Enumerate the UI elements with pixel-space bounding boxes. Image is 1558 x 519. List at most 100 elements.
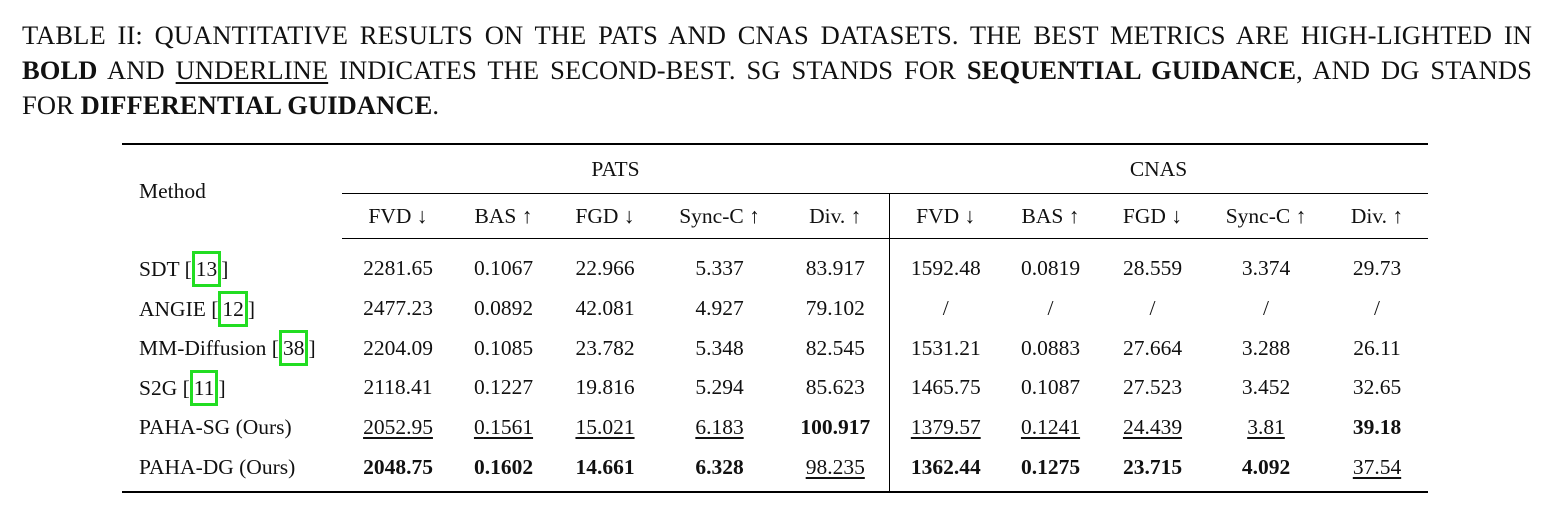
- metric-header: Sync-C ↑: [1206, 193, 1326, 239]
- method-cell: SDT [13]: [122, 239, 342, 289]
- value-cell: 100.917: [782, 407, 890, 448]
- metric-value: 42.081: [575, 296, 635, 321]
- method-cell: S2G [11]: [122, 368, 342, 408]
- metric-value: 0.0883: [1020, 335, 1081, 360]
- value-cell: 39.18: [1326, 408, 1428, 448]
- citation-link[interactable]: 38: [278, 330, 309, 367]
- value-cell: /: [1099, 289, 1206, 329]
- value-cell: /: [889, 289, 1002, 329]
- table-row: S2G [11] 2118.41 0.1227 19.816 5.294 85.623 14…: [122, 368, 1428, 408]
- metric-value: 5.337: [695, 256, 744, 281]
- value-cell: 98.235: [782, 447, 890, 494]
- value-cell: 0.0883: [1002, 328, 1099, 368]
- value-cell: 27.523: [1099, 368, 1206, 408]
- value-cell: 14.661: [553, 447, 657, 494]
- metric-value: /: [1149, 296, 1156, 321]
- metric-value: /: [1374, 296, 1380, 321]
- metric-value: 14.661: [575, 454, 635, 479]
- metric-value: 4.927: [695, 296, 744, 321]
- value-cell: 0.1085: [454, 328, 553, 368]
- metric-value: 1362.44: [910, 454, 981, 479]
- table-row: PAHA-SG (Ours) 2052.95 0.1561 15.021 6.183 10…: [122, 407, 1428, 448]
- metric-value: 27.664: [1122, 335, 1183, 360]
- metric-header: FGD ↓: [553, 193, 657, 239]
- metric-value: 23.715: [1122, 454, 1183, 479]
- metric-value: 37.54: [1352, 454, 1402, 479]
- value-cell: /: [1002, 289, 1099, 329]
- method-header: Method: [122, 143, 342, 239]
- method-name: PAHA-DG (Ours): [139, 454, 296, 479]
- metric-value: 100.917: [800, 415, 871, 440]
- metric-value: 32.65: [1352, 375, 1402, 400]
- metric-value: 28.559: [1122, 256, 1183, 281]
- metric-value: 5.294: [695, 375, 744, 400]
- method-name: S2G [: [139, 375, 190, 400]
- value-cell: 2477.23: [342, 289, 454, 329]
- method-cell: PAHA-DG (Ours): [122, 447, 342, 494]
- group-header-cnas: CNAS: [889, 143, 1428, 194]
- value-cell: 42.081: [553, 289, 657, 329]
- metric-header: FVD ↓: [342, 193, 454, 239]
- metric-value: 23.782: [575, 335, 635, 360]
- caption-text: AND: [97, 55, 176, 85]
- citation-link[interactable]: 12: [218, 290, 248, 327]
- caption-bold-word: BOLD: [22, 55, 98, 85]
- value-cell: 82.545: [782, 328, 890, 369]
- value-cell: 24.439: [1099, 408, 1206, 448]
- metric-value: 2118.41: [363, 375, 433, 400]
- value-cell: 27.664: [1099, 328, 1206, 368]
- table-caption: TABLE II: QUANTITATIVE RESULTS ON THE PA…: [22, 18, 1532, 123]
- value-cell: 0.1087: [1002, 368, 1099, 408]
- metric-value: 2281.65: [363, 256, 433, 281]
- value-cell: 0.0892: [454, 289, 553, 329]
- method-cell: PAHA-SG (Ours): [122, 408, 342, 448]
- value-cell: 23.782: [553, 328, 657, 368]
- value-cell: 5.294: [657, 368, 782, 408]
- table-row: SDT [13] 2281.65 0.1067 22.966 5.337 83.917 15…: [122, 238, 1428, 289]
- metric-value: 0.1561: [473, 415, 534, 440]
- value-cell: 3.374: [1206, 239, 1326, 289]
- metric-value: 6.328: [695, 454, 744, 479]
- value-cell: 6.328: [657, 447, 782, 494]
- caption-text: TABLE II: QUANTITATIVE RESULTS ON THE PA…: [22, 20, 1532, 50]
- metric-header: Div. ↑: [782, 193, 890, 239]
- metric-value: 22.966: [575, 256, 635, 281]
- table-row: PAHA-DG (Ours) 2048.75 0.1602 14.661 6.328 98…: [122, 447, 1428, 494]
- metric-value: 0.1067: [473, 256, 534, 281]
- metric-header: Sync-C ↑: [657, 193, 782, 239]
- metric-value: 0.1275: [1020, 454, 1081, 479]
- metric-value: 2048.75: [363, 454, 433, 479]
- value-cell: 2052.95: [342, 408, 454, 448]
- citation-bracket: ]: [221, 256, 229, 281]
- metric-value: 2204.09: [363, 335, 433, 360]
- value-cell: 1362.44: [889, 447, 1002, 494]
- metric-value: 3.288: [1241, 335, 1291, 360]
- metric-value: 26.11: [1353, 335, 1401, 360]
- metric-value: 0.1241: [1020, 415, 1081, 440]
- value-cell: 19.816: [553, 368, 657, 408]
- metric-value: 6.183: [695, 415, 744, 440]
- citation-link[interactable]: 11: [189, 369, 219, 406]
- metric-header: BAS ↑: [1002, 193, 1099, 239]
- metric-value: 0.1602: [473, 454, 534, 479]
- metric-value: 39.18: [1352, 415, 1402, 440]
- method-name: ANGIE [: [139, 296, 219, 321]
- metric-value: /: [942, 296, 949, 321]
- metric-header: FGD ↓: [1099, 193, 1206, 239]
- citation-link[interactable]: 13: [191, 250, 222, 287]
- metric-value: 1379.57: [910, 415, 981, 440]
- metric-value: 5.348: [695, 335, 744, 360]
- metric-value: 85.623: [805, 375, 865, 400]
- value-cell: 0.1275: [1002, 447, 1099, 494]
- method-cell: ANGIE [12]: [122, 289, 342, 329]
- value-cell: 0.1561: [454, 408, 553, 448]
- value-cell: 2204.09: [342, 328, 454, 368]
- metric-value: 27.523: [1122, 375, 1183, 400]
- caption-text: .: [432, 90, 440, 120]
- caption-underline-word: UNDERLINE: [175, 55, 329, 85]
- metric-value: 15.021: [575, 415, 635, 440]
- value-cell: 4.927: [657, 289, 782, 329]
- metric-value: 1592.48: [910, 256, 981, 281]
- metric-value: 2052.95: [363, 415, 433, 440]
- metric-value: /: [1047, 296, 1054, 321]
